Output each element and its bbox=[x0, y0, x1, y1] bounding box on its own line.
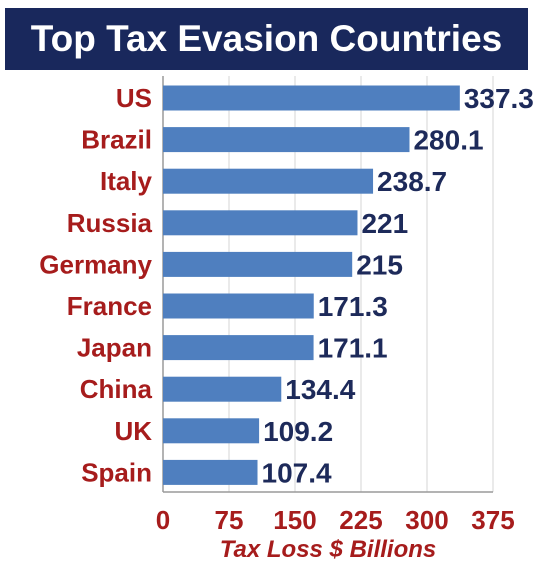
bar-italy bbox=[163, 168, 374, 194]
bar-brazil bbox=[163, 127, 410, 153]
category-label: Brazil bbox=[81, 125, 152, 155]
value-label: 171.3 bbox=[318, 291, 388, 322]
x-tick-label: 150 bbox=[273, 505, 316, 535]
value-label: 337.3 bbox=[464, 83, 534, 114]
value-label: 215 bbox=[356, 249, 403, 280]
category-label: China bbox=[80, 374, 153, 404]
bar-uk bbox=[163, 418, 260, 444]
category-label: France bbox=[67, 291, 152, 321]
category-label: Russia bbox=[67, 208, 153, 238]
x-tick-label: 300 bbox=[405, 505, 448, 535]
category-label: UK bbox=[114, 416, 152, 446]
category-label: Italy bbox=[100, 166, 153, 196]
bar-russia bbox=[163, 210, 358, 236]
value-label: 171.1 bbox=[318, 333, 388, 364]
bar-china bbox=[163, 376, 282, 402]
value-label: 280.1 bbox=[413, 125, 483, 156]
value-label: 134.4 bbox=[285, 374, 355, 405]
x-axis-label: Tax Loss $ Billions bbox=[220, 536, 437, 562]
value-label: 238.7 bbox=[377, 166, 447, 197]
bar-us bbox=[163, 85, 460, 111]
category-label: Japan bbox=[77, 333, 152, 363]
category-label: US bbox=[116, 83, 152, 113]
x-tick-label: 375 bbox=[471, 505, 514, 535]
category-label: Germany bbox=[39, 249, 152, 279]
category-label: Spain bbox=[81, 457, 152, 487]
bar-japan bbox=[163, 335, 314, 361]
value-label: 107.4 bbox=[262, 457, 332, 488]
chart-title: Top Tax Evasion Countries bbox=[5, 8, 528, 70]
x-tick-label: 75 bbox=[215, 505, 244, 535]
bar-spain bbox=[163, 459, 258, 485]
x-tick-label: 225 bbox=[339, 505, 382, 535]
bar-france bbox=[163, 293, 314, 319]
bar-germany bbox=[163, 251, 353, 277]
value-label: 109.2 bbox=[263, 416, 333, 447]
x-tick-label: 0 bbox=[156, 505, 170, 535]
value-label: 221 bbox=[361, 208, 408, 239]
